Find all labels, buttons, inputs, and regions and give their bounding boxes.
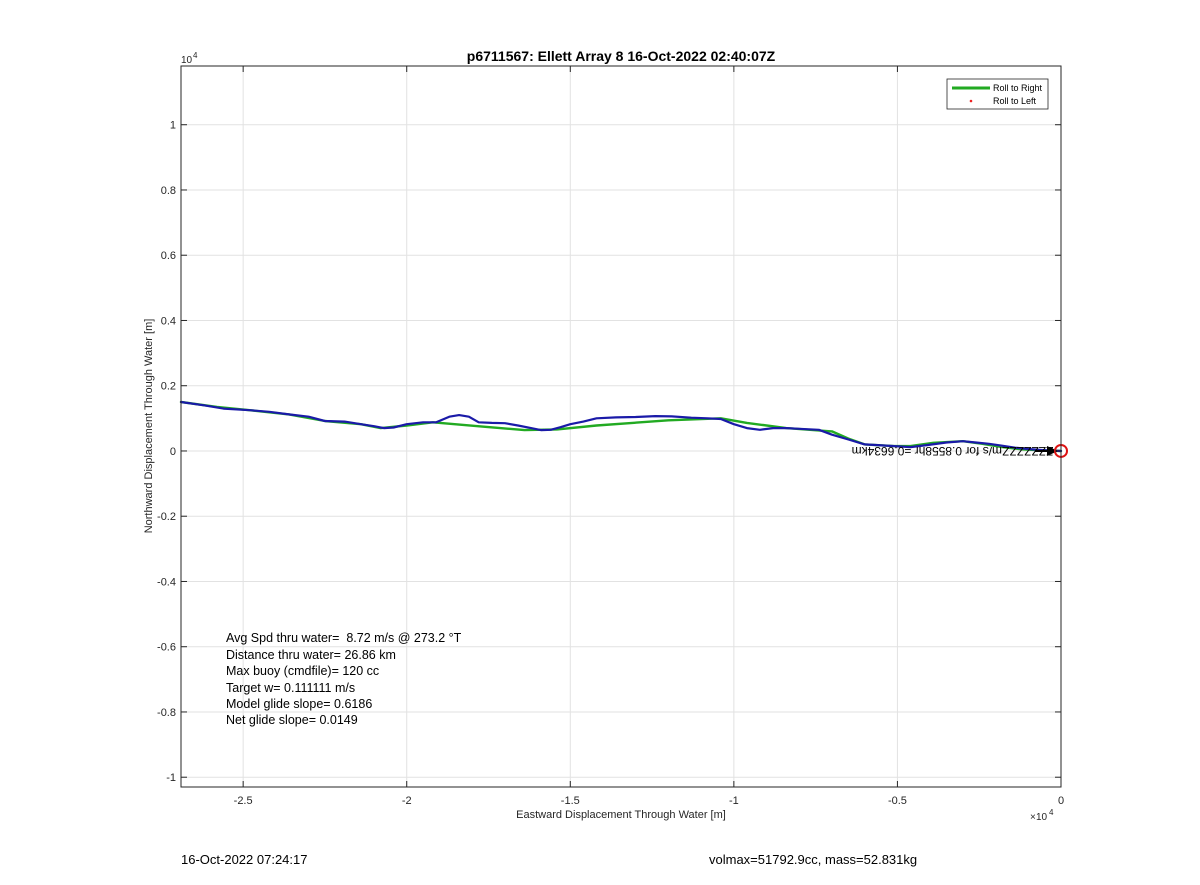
legend-box xyxy=(946,78,1049,110)
annotation-net-glide: Net glide slope= 0.0149 xyxy=(226,713,358,727)
x-exponent-times: × xyxy=(1030,812,1036,823)
y-tick-label: -0.8 xyxy=(157,707,176,719)
legend-label-roll-left: Roll to Left xyxy=(993,96,1037,106)
x-tick-label: -2 xyxy=(402,795,412,807)
legend-swatch-roll-left xyxy=(969,99,973,103)
annotation-distance: Distance thru water= 26.86 km xyxy=(226,648,396,662)
x-tick-label: -2.5 xyxy=(234,795,253,807)
y-exponent-base: 10 xyxy=(181,55,193,66)
x-exponent-base: 10 xyxy=(1036,812,1048,823)
x-exponent-power: 4 xyxy=(1049,808,1054,817)
axes-frame xyxy=(180,65,1062,788)
x-tick-label: -1 xyxy=(729,795,739,807)
plot-background xyxy=(181,66,1061,787)
ticks: -2.5 -2 -1.5 -1 -0.5 0 -1 -0.8 -0.6 -0.4 -0.2 0 0.2 0… xyxy=(157,66,1064,807)
y-axis-label: Northward Displacement Through Water [m] xyxy=(143,319,155,534)
footer-timestamp: 16-Oct-2022 07:24:17 xyxy=(181,852,308,867)
y-tick-label: 0.8 xyxy=(161,185,176,197)
y-tick-label: 0.6 xyxy=(161,250,176,262)
y-tick-label: 0.2 xyxy=(161,381,176,393)
annotation-model-glide: Model glide slope= 0.6186 xyxy=(226,697,372,711)
legend: Roll to Right Roll to Left xyxy=(946,78,1049,110)
current-vector-label: ZZZZZZZm/s for 0.8558hr =0.6634km xyxy=(852,444,1054,458)
annotation-avg-speed: Avg Spd thru water= 8.72 m/s @ 273.2 °T xyxy=(226,631,462,645)
y-exponent-power: 4 xyxy=(193,51,198,60)
y-tick-label: 1 xyxy=(170,120,176,132)
x-tick-label: 0 xyxy=(1058,795,1064,807)
y-tick-label: -0.4 xyxy=(157,576,176,588)
x-tick-label: -1.5 xyxy=(561,795,580,807)
stats-annotations: Avg Spd thru water= 8.72 m/s @ 273.2 °T … xyxy=(226,631,462,727)
series-track-line xyxy=(179,400,1063,453)
annotation-target-w: Target w= 0.111111 m/s xyxy=(226,681,355,695)
chart-title: p6711567: Ellett Array 8 16-Oct-2022 02:… xyxy=(467,48,776,64)
footer-vol-mass: volmax=51792.9cc, mass=52.831kg xyxy=(709,852,918,867)
y-tick-label: 0 xyxy=(170,446,176,458)
y-tick-label: 0.4 xyxy=(161,315,176,327)
current-vector-arrowhead xyxy=(1047,445,1058,456)
x-tick-label: -0.5 xyxy=(888,795,907,807)
y-tick-label: -1 xyxy=(166,772,176,784)
legend-label-roll-right: Roll to Right xyxy=(993,83,1043,93)
y-tick-label: -0.2 xyxy=(157,511,176,523)
x-axis-label: Eastward Displacement Through Water [m] xyxy=(516,809,726,821)
y-tick-label: -0.6 xyxy=(157,642,176,654)
annotation-max-buoy: Max buoy (cmdfile)= 120 cc xyxy=(226,664,379,678)
plot-area: -2.5 -2 -1.5 -1 -0.5 0 -1 -0.8 -0.6 -0.4 -0.2 0 0.2 0… xyxy=(157,65,1068,807)
